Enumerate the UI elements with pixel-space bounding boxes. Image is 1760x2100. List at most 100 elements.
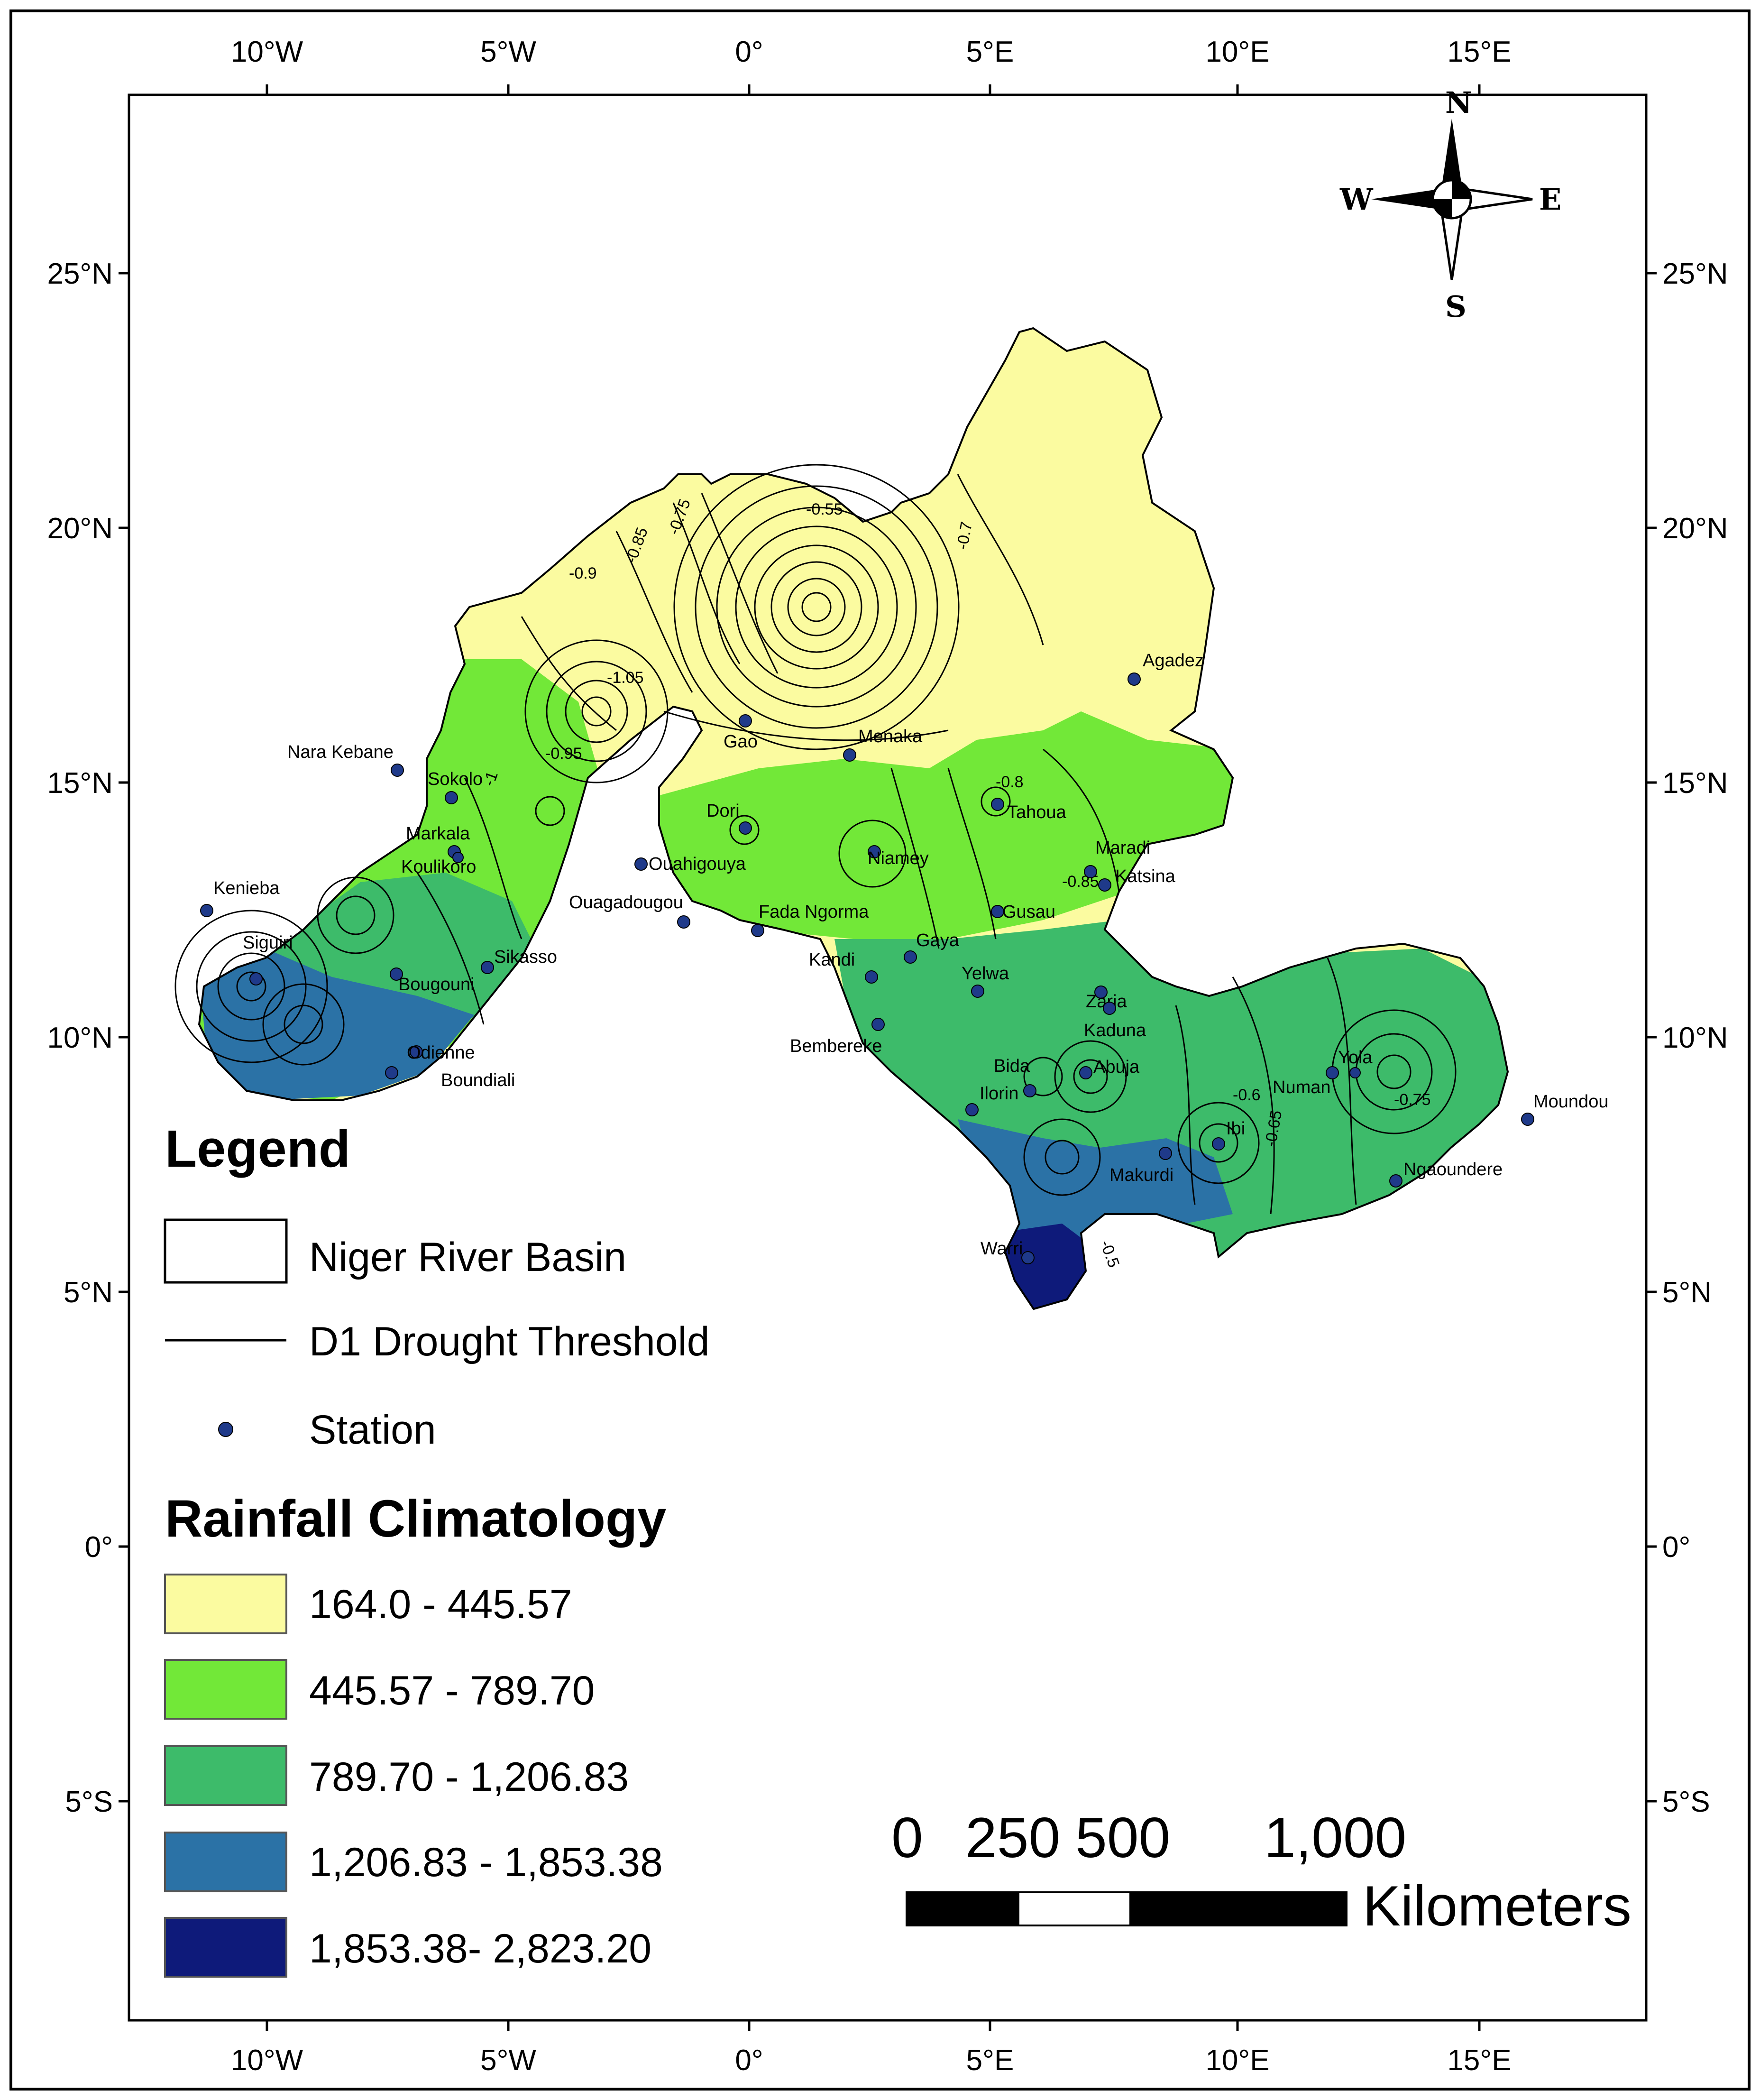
station-label: Yelwa <box>962 964 1009 984</box>
y-tick-label-right: 25°N <box>1662 258 1728 290</box>
contour-label: -0.95 <box>545 745 582 763</box>
station-label: Kaduna <box>1084 1021 1146 1041</box>
y-tick-label: 5°S <box>65 1786 113 1818</box>
legend: Legend Niger River Basin D1 Drought Thre… <box>164 1120 710 1978</box>
station-marker <box>1094 986 1108 999</box>
scale-label-0: 0 <box>891 1806 923 1870</box>
scale-label-500: 500 <box>1075 1806 1170 1870</box>
station-label: Menaka <box>858 727 923 746</box>
station-label: Katsina <box>1115 866 1176 886</box>
rainfall-class-label: 445.57 - 789.70 <box>309 1668 595 1713</box>
y-tick-label-right: 0° <box>1662 1531 1690 1564</box>
station-label: Ouahigouya <box>649 854 746 874</box>
station-label: Odienne <box>407 1043 475 1063</box>
drought-contours <box>174 464 1457 1215</box>
x-tick-label: 10°W <box>231 36 303 68</box>
station-marker <box>249 972 263 986</box>
y-ticks <box>119 272 1657 1803</box>
station-marker <box>739 821 752 835</box>
station-marker <box>677 915 690 929</box>
station-label: Markala <box>406 824 470 844</box>
station-marker <box>865 970 878 984</box>
station-label: Boundiali <box>441 1070 515 1090</box>
station-label: Ngaoundere <box>1403 1160 1503 1179</box>
x-tick-label: 10°E <box>1205 36 1269 68</box>
x-tick-label-bottom: 5°W <box>480 2044 536 2077</box>
station-marker <box>1389 1174 1402 1188</box>
rainfall-swatch <box>164 1745 287 1806</box>
x-tick-label-bottom: 0° <box>735 2044 763 2077</box>
y-tick-label-right: 15°N <box>1662 767 1728 800</box>
rainfall-class-label: 1,853.38- 2,823.20 <box>309 1926 651 1971</box>
scale-label-250: 250 <box>965 1806 1060 1870</box>
station-label: Gusau <box>1002 902 1055 922</box>
station-marker <box>991 798 1004 811</box>
compass-east-label: E <box>1539 182 1561 217</box>
station-label: Sikasso <box>494 947 557 967</box>
compass-west-label: W <box>1339 182 1374 217</box>
y-tick-label-right: 20°N <box>1662 512 1728 545</box>
rainfall-class-label: 789.70 - 1,206.83 <box>309 1754 629 1800</box>
rainfall-legend-title: Rainfall Climatology <box>165 1490 666 1548</box>
zone-humid-west <box>199 949 474 1100</box>
station-marker <box>843 748 856 762</box>
station-label: Makurdi <box>1109 1165 1173 1185</box>
station-label: Kenieba <box>213 878 280 898</box>
station-label: Maradi <box>1095 838 1150 858</box>
station-label: Bembereke <box>790 1036 882 1056</box>
north-arrow: N S E W <box>1339 85 1561 324</box>
station-marker <box>1521 1113 1534 1126</box>
station-marker <box>200 904 213 917</box>
rainfall-swatch <box>164 1574 287 1634</box>
rainfall-class-label: 164.0 - 445.57 <box>309 1582 572 1627</box>
station-marker <box>965 1103 979 1116</box>
station-label: Ouagadougou <box>569 893 683 912</box>
station-marker <box>445 791 458 804</box>
legend-basin-swatch <box>164 1218 288 1284</box>
station-marker <box>1098 878 1111 892</box>
station-marker <box>1103 1002 1116 1015</box>
station-label: Bida <box>994 1056 1030 1076</box>
rainfall-swatch <box>164 1832 287 1892</box>
station-label: Yola <box>1338 1048 1373 1068</box>
station-marker <box>452 852 464 863</box>
scale-unit: Kilometers <box>1363 1874 1632 1938</box>
station-marker <box>410 1045 423 1059</box>
station-marker <box>1212 1137 1225 1151</box>
basin-boundary <box>198 327 1509 1310</box>
scale-bar: 0 250 500 1,000 Kilometers <box>891 1806 1632 1938</box>
station-label: Gaya <box>916 930 960 950</box>
station-label: Fada Ngorma <box>759 902 869 922</box>
x-tick-label-bottom: 15°E <box>1447 2044 1511 2077</box>
scale-label-1000: 1,000 <box>1264 1806 1406 1870</box>
station-label: Niamey <box>868 848 929 868</box>
contour-label: -0.6 <box>1233 1086 1261 1104</box>
y-tick-label-right: 5°N <box>1662 1276 1712 1309</box>
station-marker <box>1128 672 1141 686</box>
station-label: Sokolo <box>428 769 483 789</box>
station-label: Gao <box>724 732 758 752</box>
legend-station-label: Station <box>309 1407 436 1453</box>
station-label: Siguiri <box>243 933 293 953</box>
station-marker <box>1084 865 1097 878</box>
station-label: Abuja <box>1093 1057 1140 1077</box>
y-tick-label: 5°N <box>64 1276 113 1309</box>
legend-basin-label: Niger River Basin <box>309 1234 626 1280</box>
compass-south-label: S <box>1445 289 1467 324</box>
rainfall-class-label: 1,206.83 - 1,853.38 <box>309 1840 663 1885</box>
x-tick-label: 5°E <box>966 36 1014 68</box>
x-ticks <box>266 84 1481 2031</box>
contour-label: -1.05 <box>607 669 644 687</box>
station-marker <box>634 857 648 871</box>
station-marker <box>1326 1066 1339 1079</box>
station-marker <box>1349 1067 1361 1078</box>
station-marker <box>904 950 917 964</box>
x-tick-label: 15°E <box>1447 36 1511 68</box>
station-marker <box>868 845 881 858</box>
station-marker <box>1079 1066 1092 1079</box>
y-tick-label: 10°N <box>47 1022 113 1054</box>
contour-label: -0.55 <box>806 500 843 518</box>
compass-north-label: N <box>1445 85 1472 120</box>
x-tick-label-bottom: 5°E <box>966 2044 1014 2077</box>
